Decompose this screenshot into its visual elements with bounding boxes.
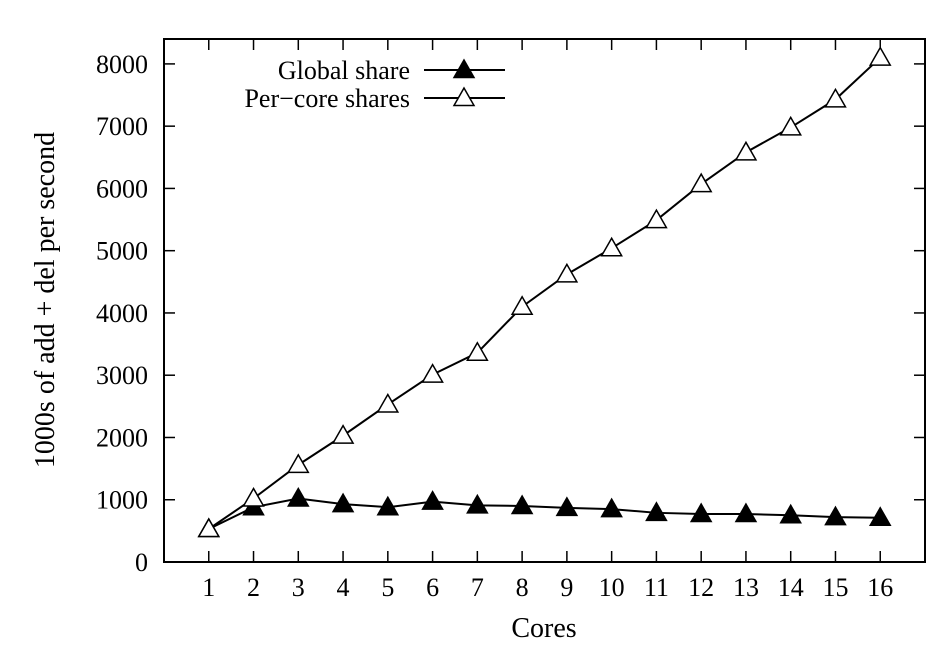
x-tick-label: 5 <box>381 573 394 602</box>
per-core-shares-point <box>689 172 713 193</box>
per-core-shares-point <box>242 486 265 507</box>
x-tick-label: 3 <box>292 573 305 602</box>
global-share-point <box>466 493 489 514</box>
y-tick-label: 0 <box>135 548 148 577</box>
y-tick-label: 8000 <box>96 50 148 79</box>
x-tick-label: 10 <box>599 573 625 602</box>
y-tick-label: 5000 <box>96 237 148 266</box>
x-tick-label: 9 <box>560 573 573 602</box>
global-share-point <box>421 490 444 510</box>
x-tick-label: 8 <box>516 573 529 602</box>
legend-global-share-marker <box>452 58 476 79</box>
global-share-point <box>510 494 534 515</box>
legend-label: Per−core shares <box>244 84 410 113</box>
x-axis-title: Cores <box>511 613 576 644</box>
per-core-shares-point <box>331 424 355 444</box>
per-core-shares-point <box>868 46 892 66</box>
x-tick-label: 1 <box>202 573 215 602</box>
series-lines <box>197 46 892 538</box>
x-tick-label: 7 <box>471 573 484 602</box>
x-tick-label: 12 <box>688 573 714 602</box>
per-core-shares-point <box>466 341 489 362</box>
global-share-point <box>734 502 758 523</box>
global-share-point <box>555 496 579 517</box>
global-share-point <box>645 501 668 522</box>
per-core-shares-point <box>824 87 847 108</box>
x-tick-label: 16 <box>867 573 893 602</box>
global-share-point <box>600 497 623 518</box>
global-share-point <box>331 492 355 513</box>
per-core-shares-point <box>376 392 400 413</box>
per-core-shares-point <box>555 262 579 283</box>
per-core-shares-point <box>510 295 534 315</box>
legend-label: Global share <box>278 56 410 85</box>
y-tick-label: 6000 <box>96 174 148 203</box>
per-core-shares-point <box>645 208 668 229</box>
y-tick-label: 4000 <box>96 299 148 328</box>
global-share-line <box>208 497 881 530</box>
y-axis-title: 1000s of add + del per second <box>30 132 61 468</box>
plot-frame <box>163 38 926 563</box>
legend-per-core-shares-marker <box>452 86 476 107</box>
y-tick-label: 1000 <box>96 486 148 515</box>
global-share-point <box>779 503 802 524</box>
per-core-shares-point <box>734 140 758 161</box>
y-tick-label: 7000 <box>96 112 148 141</box>
per-core-shares-point <box>421 363 444 383</box>
x-tick-label: 14 <box>778 573 804 602</box>
global-share-point <box>287 486 310 507</box>
global-share-point <box>376 495 400 516</box>
per-core-shares-point <box>779 115 802 136</box>
per-core-shares-point <box>197 517 221 538</box>
x-tick-label: 15 <box>822 573 848 602</box>
global-share-point <box>824 505 847 526</box>
per-core-shares-point <box>600 236 623 257</box>
x-tick-label: 11 <box>644 573 669 602</box>
x-tick-label: 4 <box>337 573 350 602</box>
x-tick-label: 13 <box>733 573 759 602</box>
y-tick-label: 3000 <box>96 361 148 390</box>
global-share-point <box>689 502 713 523</box>
per-core-shares-point <box>287 453 310 474</box>
per-core-shares-line <box>208 56 881 530</box>
global-share-point <box>868 506 892 527</box>
x-tick-label: 6 <box>426 573 439 602</box>
y-tick-label: 2000 <box>96 423 148 452</box>
x-tick-label: 2 <box>247 573 260 602</box>
